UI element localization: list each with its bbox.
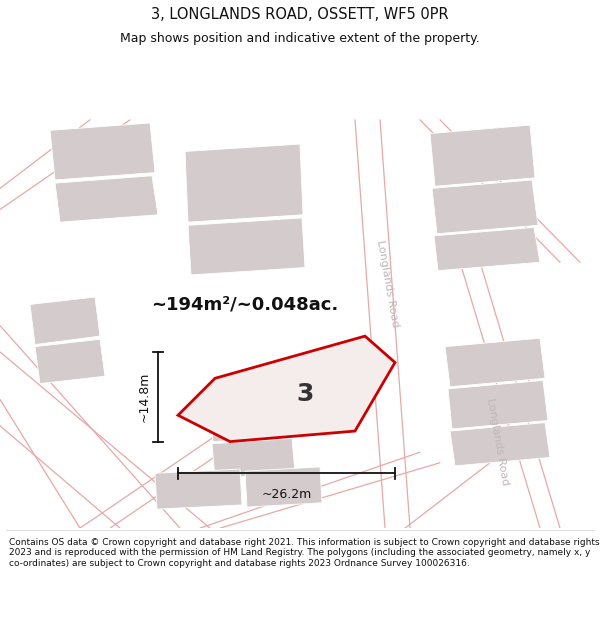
Polygon shape	[212, 439, 295, 479]
Polygon shape	[450, 422, 550, 466]
Polygon shape	[30, 297, 100, 344]
Text: 3: 3	[296, 382, 313, 406]
Text: ~194m²/~0.048ac.: ~194m²/~0.048ac.	[151, 296, 338, 314]
Text: ~14.8m: ~14.8m	[137, 372, 151, 422]
Text: 3, LONGLANDS ROAD, OSSETT, WF5 0PR: 3, LONGLANDS ROAD, OSSETT, WF5 0PR	[151, 7, 449, 22]
Text: Map shows position and indicative extent of the property.: Map shows position and indicative extent…	[120, 32, 480, 45]
Polygon shape	[155, 469, 242, 509]
Polygon shape	[210, 394, 293, 442]
Polygon shape	[434, 228, 540, 271]
Polygon shape	[185, 144, 303, 222]
Text: Contains OS data © Crown copyright and database right 2021. This information is : Contains OS data © Crown copyright and d…	[9, 538, 599, 568]
Text: Longlands Road: Longlands Road	[376, 239, 401, 328]
Polygon shape	[445, 338, 545, 387]
Polygon shape	[245, 467, 322, 507]
Text: ~26.2m: ~26.2m	[262, 488, 311, 501]
Polygon shape	[188, 218, 305, 275]
Polygon shape	[35, 339, 105, 384]
Polygon shape	[50, 123, 155, 180]
Polygon shape	[448, 381, 548, 429]
Text: Longlands Road: Longlands Road	[485, 397, 511, 486]
Polygon shape	[178, 336, 395, 442]
Polygon shape	[55, 176, 158, 222]
Polygon shape	[430, 125, 535, 186]
Polygon shape	[432, 180, 538, 234]
